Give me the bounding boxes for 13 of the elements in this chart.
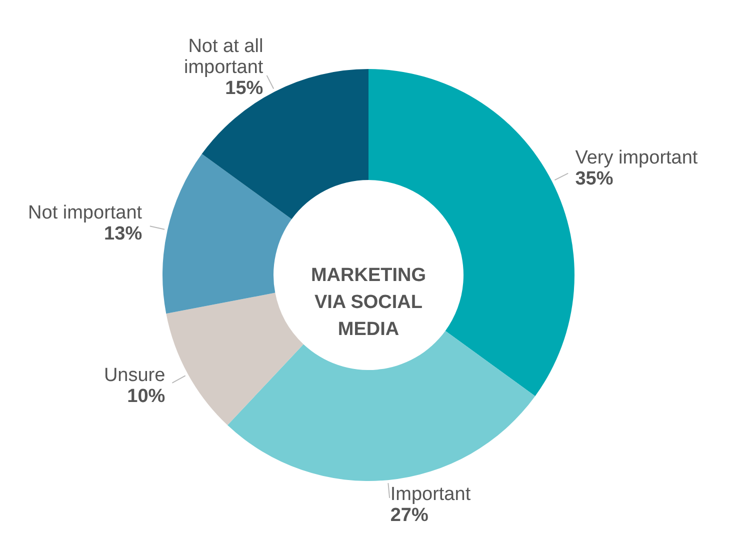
slice-label: Unsure [104,364,166,386]
data-label: 35% [575,168,614,190]
slice-label: Not at all important [184,36,264,78]
data-label: 27% [390,504,428,526]
slice-label: Important [390,484,472,505]
slice-label: Not important [28,202,143,224]
text: MARKETING VIA SOCIAL MEDIA [310,265,426,340]
data-label: 15% [225,78,264,99]
slice-label: Very important [575,148,698,169]
donut-slice [166,292,304,426]
data-label: 10% [127,386,166,407]
donut-slice [162,154,292,314]
data-label: 13% [104,223,142,244]
